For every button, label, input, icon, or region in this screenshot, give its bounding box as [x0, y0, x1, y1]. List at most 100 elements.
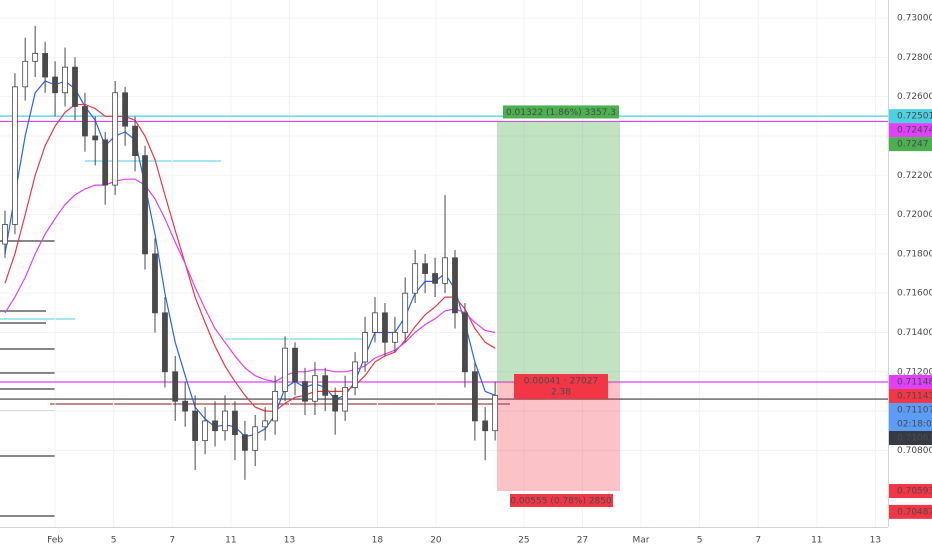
y-tick-label: 0.71800	[897, 249, 932, 259]
x-tick-label: 5	[111, 536, 117, 546]
price-tag	[889, 137, 932, 152]
candle-body	[382, 312, 388, 343]
candle-body	[242, 434, 248, 451]
candle-body	[152, 253, 158, 314]
candle-body	[192, 410, 199, 441]
x-tick-label: 11	[811, 536, 822, 546]
candle-body	[222, 410, 228, 432]
candle-body	[272, 391, 279, 422]
candle-body	[332, 394, 339, 412]
candle-body	[312, 375, 318, 402]
y-tick-label: 0.72200	[897, 171, 932, 181]
x-tick-label: 18	[372, 536, 384, 546]
stop-zone	[497, 381, 620, 492]
price-tag-label: 0.71148	[897, 377, 932, 387]
price-tag-label: 0.71143	[897, 391, 932, 401]
price-tag-label: 0.71107	[897, 405, 932, 415]
y-tick-label: 0.71600	[897, 289, 932, 299]
candle-body	[442, 257, 448, 284]
candle-body	[92, 135, 99, 141]
candle-body	[212, 420, 218, 432]
support-marks	[0, 240, 510, 517]
candle-body	[392, 332, 398, 343]
candle-body	[132, 125, 138, 157]
position-layer: 0.01322 (1.86%) 3357.3 0.00555 (0.78%) 28…	[497, 105, 620, 508]
countdown-tag	[889, 416, 932, 431]
y-tick-label: 0.72800	[897, 53, 932, 63]
overlay-layer: 0.730000.728000.726000.724000.722000.720…	[47, 14, 932, 546]
x-tick-label: 5	[697, 536, 703, 546]
target-label-bg	[503, 105, 619, 119]
candle-body	[402, 292, 409, 333]
candle-body	[362, 332, 368, 363]
price-tag	[889, 109, 932, 124]
y-tick-label: 0.71200	[897, 367, 932, 377]
price-tag-label: 0.71061	[897, 433, 932, 443]
candle-body	[232, 410, 238, 436]
candle-body	[262, 420, 269, 428]
x-tick-label: Feb	[47, 536, 63, 546]
candles-layer	[2, 25, 499, 480]
price-tag-label: 0.72474	[897, 126, 932, 136]
y-tick-label: 0.72000	[897, 210, 932, 220]
x-tick-label: 13	[284, 536, 295, 546]
x-tick-label: 7	[755, 536, 761, 546]
candle-body	[202, 420, 208, 441]
candle-body	[22, 60, 29, 88]
candle-body	[412, 263, 419, 294]
candle-body	[62, 66, 68, 94]
candle-body	[172, 371, 179, 402]
price-tag-label: 0.70593	[897, 487, 932, 497]
x-tick-label: Mar	[633, 536, 650, 546]
candle-body	[2, 223, 8, 245]
price-tag-label: 0.70487	[897, 507, 932, 517]
candle-body	[82, 106, 88, 137]
candle-body	[352, 361, 358, 388]
candle-body	[422, 263, 429, 274]
candle-body	[492, 394, 499, 432]
x-tick-label: 11	[225, 536, 236, 546]
candle-body	[12, 86, 18, 225]
stop-label-bg	[510, 494, 613, 508]
candle-body	[162, 312, 168, 373]
candle-body	[122, 92, 128, 127]
moving-average	[4, 103, 496, 412]
moving-average	[4, 178, 496, 383]
candle-body	[462, 312, 468, 373]
price-tag	[889, 374, 932, 389]
price-tag	[889, 402, 932, 417]
candle-body	[32, 53, 39, 62]
candle-body	[302, 381, 308, 402]
target-zone	[497, 121, 620, 382]
entry-label: 0.00041 · 27027	[524, 376, 598, 386]
y-tick-label: 0.70800	[897, 446, 932, 456]
price-tag-label: 0.72501	[897, 112, 932, 122]
candle-body	[102, 139, 109, 186]
candle-body	[142, 155, 148, 255]
candle-body	[112, 92, 119, 186]
price-tag	[889, 484, 932, 499]
price-tag	[889, 123, 932, 138]
candle-body	[252, 426, 259, 451]
candle-body	[432, 273, 438, 284]
candle-body	[322, 375, 329, 396]
grid-layer	[0, 0, 888, 527]
candle-body	[452, 257, 458, 314]
price-tag	[889, 430, 932, 445]
ratio-label: 2.38	[551, 387, 571, 397]
price-tag	[889, 504, 932, 519]
candle-body	[292, 347, 298, 382]
candle-body	[52, 76, 58, 94]
candle-body	[472, 371, 478, 422]
countdown-label: 02:18:06	[897, 419, 932, 429]
y-tick-label: 0.72600	[897, 92, 932, 102]
target-label: 0.01322 (1.86%) 3357.3	[506, 108, 616, 118]
stop-label: 0.00555 (0.78%) 2850	[510, 497, 612, 507]
x-tick-label: 25	[518, 536, 529, 546]
x-tick-label: 7	[169, 536, 175, 546]
candle-body	[482, 420, 489, 432]
entry-label-bg	[514, 373, 608, 399]
x-tick-label: 13	[870, 536, 881, 546]
